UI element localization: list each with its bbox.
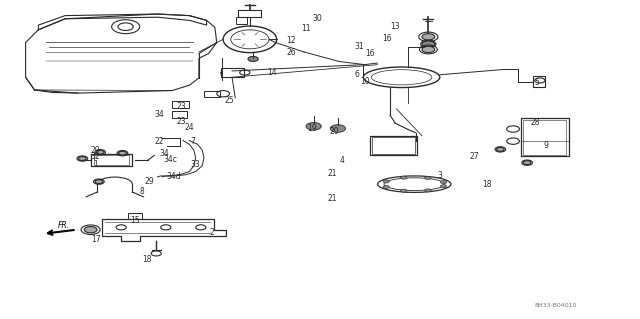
Bar <box>91 154 132 166</box>
Bar <box>521 118 568 156</box>
Text: 12: 12 <box>287 36 296 45</box>
Text: 3: 3 <box>437 171 442 180</box>
Text: 34: 34 <box>154 110 164 119</box>
Text: 5: 5 <box>534 78 539 86</box>
Circle shape <box>248 56 258 62</box>
Text: 19: 19 <box>308 124 317 133</box>
Bar <box>370 136 417 155</box>
Text: FR.: FR. <box>58 221 70 230</box>
Circle shape <box>401 176 407 179</box>
Circle shape <box>497 147 504 151</box>
Circle shape <box>425 189 431 192</box>
Circle shape <box>306 122 321 130</box>
Text: 9: 9 <box>544 141 548 150</box>
Circle shape <box>95 180 102 183</box>
Text: 31: 31 <box>355 42 364 51</box>
Text: 29: 29 <box>145 177 154 186</box>
Text: 6: 6 <box>355 70 360 78</box>
Text: 16: 16 <box>365 49 374 58</box>
Text: 23: 23 <box>176 117 186 126</box>
Text: 8H33-B04010: 8H33-B04010 <box>534 303 577 308</box>
Text: 8: 8 <box>140 187 144 196</box>
Text: 29: 29 <box>91 146 100 155</box>
Text: 7: 7 <box>190 137 195 146</box>
Text: 33: 33 <box>191 160 200 169</box>
Text: 16: 16 <box>382 34 392 43</box>
Circle shape <box>425 176 431 180</box>
Bar <box>221 68 244 77</box>
Text: 34c: 34c <box>163 155 177 164</box>
Text: 32: 32 <box>91 152 100 161</box>
Circle shape <box>79 157 86 160</box>
Text: 20: 20 <box>329 127 339 136</box>
Circle shape <box>422 33 435 40</box>
Text: 34d: 34d <box>166 172 180 182</box>
Bar <box>239 10 261 17</box>
Circle shape <box>383 180 389 183</box>
Text: 2: 2 <box>209 228 214 237</box>
Text: 24: 24 <box>184 123 194 132</box>
Text: 17: 17 <box>91 235 100 244</box>
Text: 27: 27 <box>469 152 479 161</box>
Text: 26: 26 <box>287 48 296 57</box>
Text: 25: 25 <box>225 97 234 106</box>
Bar <box>236 17 247 24</box>
Text: 10: 10 <box>360 77 369 85</box>
Circle shape <box>440 181 447 184</box>
Bar <box>172 111 188 118</box>
Text: 21: 21 <box>328 169 337 178</box>
Text: 18: 18 <box>482 180 492 189</box>
Circle shape <box>440 185 447 188</box>
Circle shape <box>330 125 346 132</box>
Text: 21: 21 <box>328 194 337 203</box>
Text: 34: 34 <box>159 149 169 158</box>
Circle shape <box>524 161 531 165</box>
Circle shape <box>401 189 407 192</box>
Bar <box>534 76 545 87</box>
Circle shape <box>97 150 104 154</box>
Bar <box>372 137 415 154</box>
Circle shape <box>422 46 435 53</box>
Text: 22: 22 <box>155 137 164 146</box>
Circle shape <box>84 226 97 233</box>
Text: 11: 11 <box>301 24 311 33</box>
Bar <box>127 213 141 219</box>
Text: 28: 28 <box>531 118 540 127</box>
Text: 14: 14 <box>268 68 277 77</box>
Text: 13: 13 <box>390 22 400 31</box>
Text: 30: 30 <box>312 14 322 23</box>
Bar <box>172 101 189 108</box>
Text: 23: 23 <box>176 102 186 111</box>
Text: 15: 15 <box>131 216 140 225</box>
Bar <box>524 120 566 155</box>
Circle shape <box>422 41 435 47</box>
Bar <box>204 91 220 97</box>
Text: 18: 18 <box>142 255 152 263</box>
Circle shape <box>383 185 389 189</box>
Circle shape <box>118 151 126 155</box>
Text: 1: 1 <box>93 160 98 169</box>
Text: 4: 4 <box>340 156 345 165</box>
Bar <box>94 155 129 165</box>
